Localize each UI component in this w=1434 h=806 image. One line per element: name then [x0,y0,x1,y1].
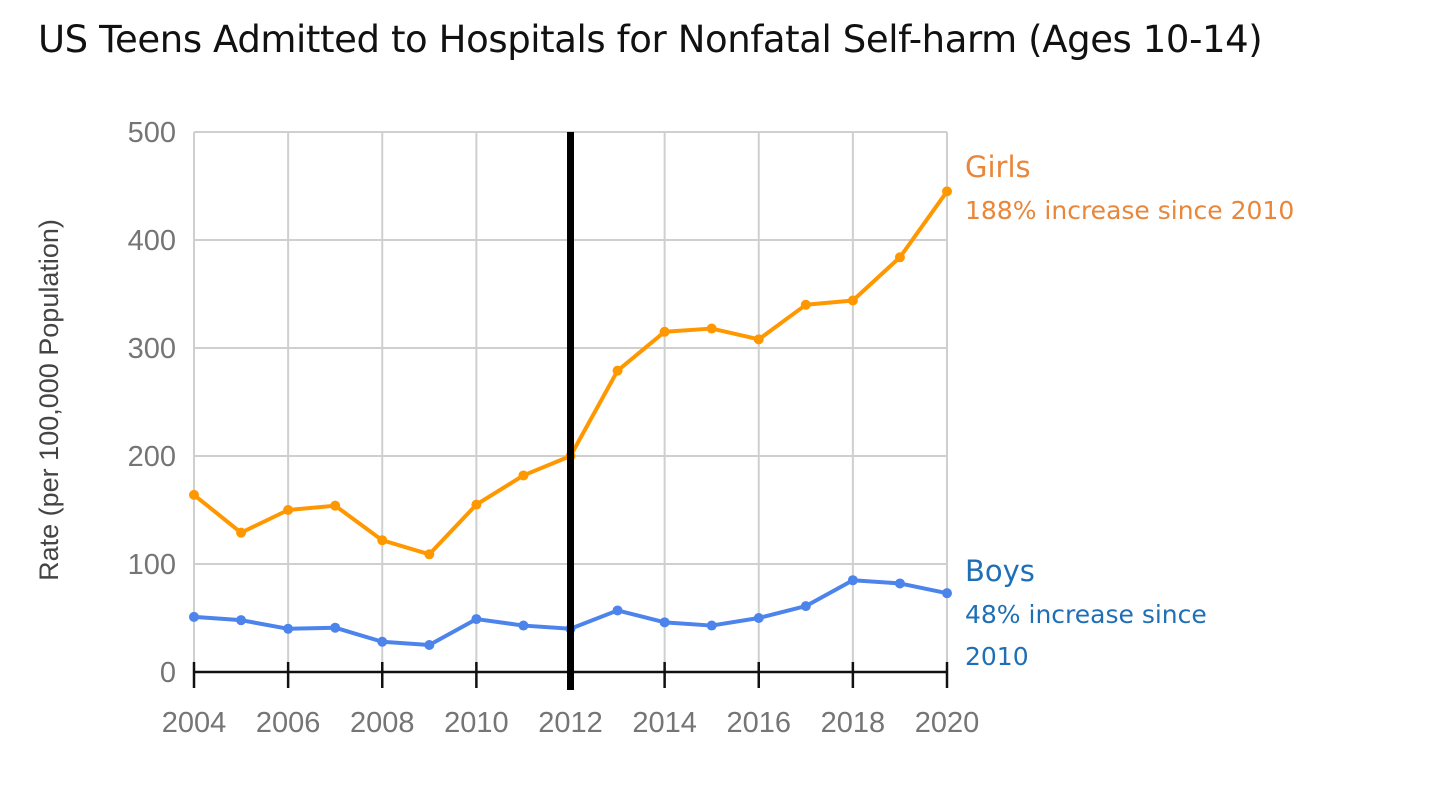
x-tick-label: 2008 [350,707,415,739]
boys-increase-note: 48% increase since [965,600,1207,629]
data-point-girls [894,252,905,263]
girls-label: Girls [965,150,1031,184]
y-tick-label: 0 [160,657,176,689]
data-point-girls [753,334,764,345]
girls-increase-note: 188% increase since 2010 [965,196,1294,225]
y-tick-label: 300 [128,333,176,365]
data-point-girls [424,549,435,560]
data-point-boys [424,640,435,650]
data-point-boys [283,623,294,634]
data-point-girls [189,489,199,500]
boys-label: Boys [965,554,1035,588]
data-point-boys [236,615,247,626]
data-point-boys [942,588,952,599]
x-tick-label: 2014 [632,707,697,739]
data-point-girls [942,186,952,197]
y-axis-title: Rate (per 100,000 Population) [34,219,64,581]
data-point-girls [471,499,482,510]
data-point-girls [283,505,294,515]
data-point-boys [847,575,858,586]
data-point-girls [706,323,717,334]
data-point-boys [518,620,529,631]
x-tick-label: 2020 [915,707,980,739]
y-tick-label: 100 [128,549,176,581]
data-point-boys [753,613,764,623]
y-tick-label: 400 [128,225,176,257]
data-point-girls [612,365,623,376]
data-point-boys [377,636,388,647]
x-tick-label: 2004 [162,707,227,739]
boys-increase-note: 2010 [965,642,1029,671]
y-tick-label: 500 [128,117,176,149]
data-point-boys [471,614,482,625]
data-point-boys [612,605,623,616]
x-tick-label: 2018 [821,707,886,739]
data-point-girls [377,535,388,546]
x-tick-label: 2012 [538,707,603,739]
data-point-boys [330,622,341,633]
x-tick-label: 2016 [726,707,791,739]
x-tick-label: 2006 [256,707,321,739]
data-point-girls [800,299,811,310]
data-point-girls [518,470,529,481]
y-tick-label: 200 [128,441,176,473]
data-point-girls [847,295,858,306]
data-point-boys [800,601,811,612]
data-point-girls [659,326,670,337]
data-point-boys [706,620,717,631]
x-tick-label: 2010 [444,707,509,739]
data-point-girls [236,527,247,538]
chart-title: US Teens Admitted to Hospitals for Nonfa… [38,18,1263,61]
data-point-boys [894,578,905,589]
data-point-boys [659,617,670,628]
data-point-girls [330,500,341,511]
data-point-boys [189,611,199,622]
